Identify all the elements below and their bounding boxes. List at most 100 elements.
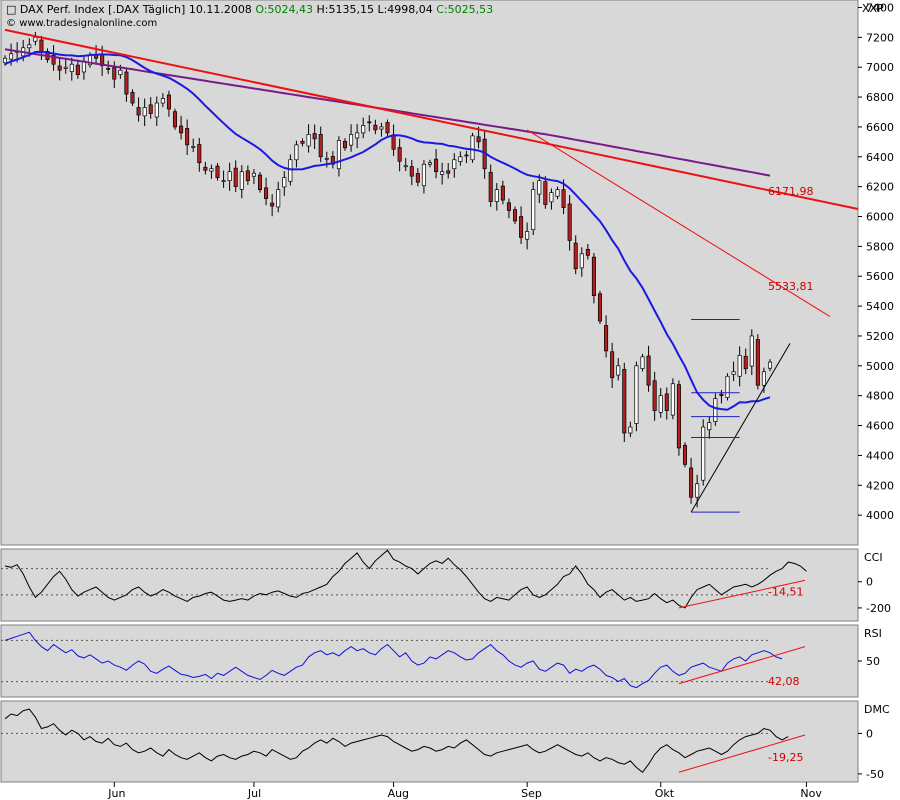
indicator-y-tick-label: 0 [866, 576, 873, 589]
divergence-line [678, 734, 806, 773]
candle-body [191, 145, 196, 148]
short-trendline [526, 129, 831, 317]
candle-body [585, 249, 590, 256]
candle-body [63, 66, 68, 69]
candle-body [106, 68, 111, 70]
y-tick-label: 7000 [866, 61, 894, 74]
candle-body [561, 189, 566, 208]
candle-body [749, 335, 754, 367]
source-credit: © www.tradesignalonline.com [6, 18, 157, 29]
candle-body [251, 172, 256, 177]
candle-body [676, 384, 681, 449]
y-tick-label: 5600 [866, 270, 894, 283]
candle-body [33, 36, 38, 42]
y-tick-label: 7400 [866, 1, 894, 14]
candle-body [591, 256, 596, 296]
candle-body [385, 122, 390, 134]
chart-header: □ DAX Perf. Index [.DAX Täglich] 10.11.2… [6, 3, 493, 16]
candle-body [464, 154, 469, 157]
x-tick-label: Sep [521, 787, 542, 800]
candle-body [622, 369, 627, 434]
candle-body [179, 125, 184, 134]
y-tick-label: 4000 [866, 509, 894, 522]
candle-body [185, 128, 190, 146]
candle-body [646, 355, 651, 386]
candle-body [336, 140, 341, 170]
candle-body [512, 209, 518, 222]
candle-body [415, 173, 420, 183]
candle-body [112, 67, 117, 80]
candle-body [549, 192, 554, 203]
candle-body [342, 140, 348, 149]
candle-body [148, 104, 153, 114]
symbol-label: XXP [862, 2, 884, 15]
candle-body [300, 140, 305, 144]
y-tick-label: 5200 [866, 330, 894, 343]
candle-body [245, 170, 250, 182]
candle-body [531, 189, 536, 230]
candle-body [434, 158, 439, 173]
indicator-y-tick-label: -200 [866, 602, 891, 615]
y-tick-label: 4200 [866, 479, 894, 492]
candle-body [440, 171, 445, 175]
candle-body [203, 166, 208, 171]
candle-body [555, 189, 560, 197]
candle-body [670, 383, 675, 416]
x-tick-label: Jul [247, 787, 261, 800]
candle-body [75, 64, 80, 76]
y-tick-label: 5400 [866, 300, 894, 313]
y-tick-label: 5800 [866, 240, 894, 253]
candle-body [731, 371, 736, 375]
candle-body [312, 133, 317, 140]
candle-body [379, 126, 384, 130]
header-date: 10.11.2008 [188, 3, 252, 16]
y-tick-label: 6200 [866, 181, 894, 194]
candle-body [197, 144, 202, 164]
indicator-line-rsi [4, 631, 783, 689]
candle-body [270, 202, 275, 207]
candle-body [409, 166, 414, 177]
y-tick-label: 5000 [866, 360, 894, 373]
indicator-annotation: 42,08 [768, 675, 800, 688]
candle-body [701, 426, 706, 481]
candle-body [573, 242, 578, 270]
candle-body [27, 44, 32, 49]
candle-body [579, 253, 584, 269]
candle-body [403, 165, 408, 168]
candle-body [130, 91, 135, 104]
candle-body [488, 171, 493, 202]
indicator-annotation: -19,25 [768, 751, 803, 764]
candle-body [682, 444, 688, 465]
y-tick-label: 4800 [866, 390, 894, 403]
candle-body [500, 185, 505, 201]
header-icon: □ [6, 3, 17, 16]
candle-body [215, 165, 220, 179]
candle-body [664, 393, 669, 411]
candle-body [160, 98, 165, 104]
panel-main [0, 0, 859, 546]
candle-body [761, 371, 766, 386]
candle-body [427, 162, 433, 165]
indicator-annotation: -14,51 [768, 586, 803, 599]
close-value: C:5025,53 [436, 3, 494, 16]
low-value: L:4998,04 [377, 3, 433, 16]
candle-body [69, 63, 74, 73]
candle-body [640, 356, 645, 369]
candle-body [525, 231, 530, 240]
candle-body [707, 422, 712, 431]
indicator-y-tick-label: 0 [866, 727, 873, 740]
candle-body [209, 168, 214, 172]
candle-body [652, 380, 657, 411]
candle-body [294, 144, 299, 161]
candle-body [172, 111, 178, 128]
panel-dmc [0, 700, 859, 783]
candle-body [233, 167, 238, 187]
candle-body [567, 203, 572, 241]
open-value: O:5024,43 [255, 3, 313, 16]
candle-body [227, 171, 232, 182]
divergence-line [678, 579, 806, 609]
candle-body [452, 159, 457, 170]
y-tick-label: 7200 [866, 31, 894, 44]
indicator-title: DMC [864, 703, 890, 716]
